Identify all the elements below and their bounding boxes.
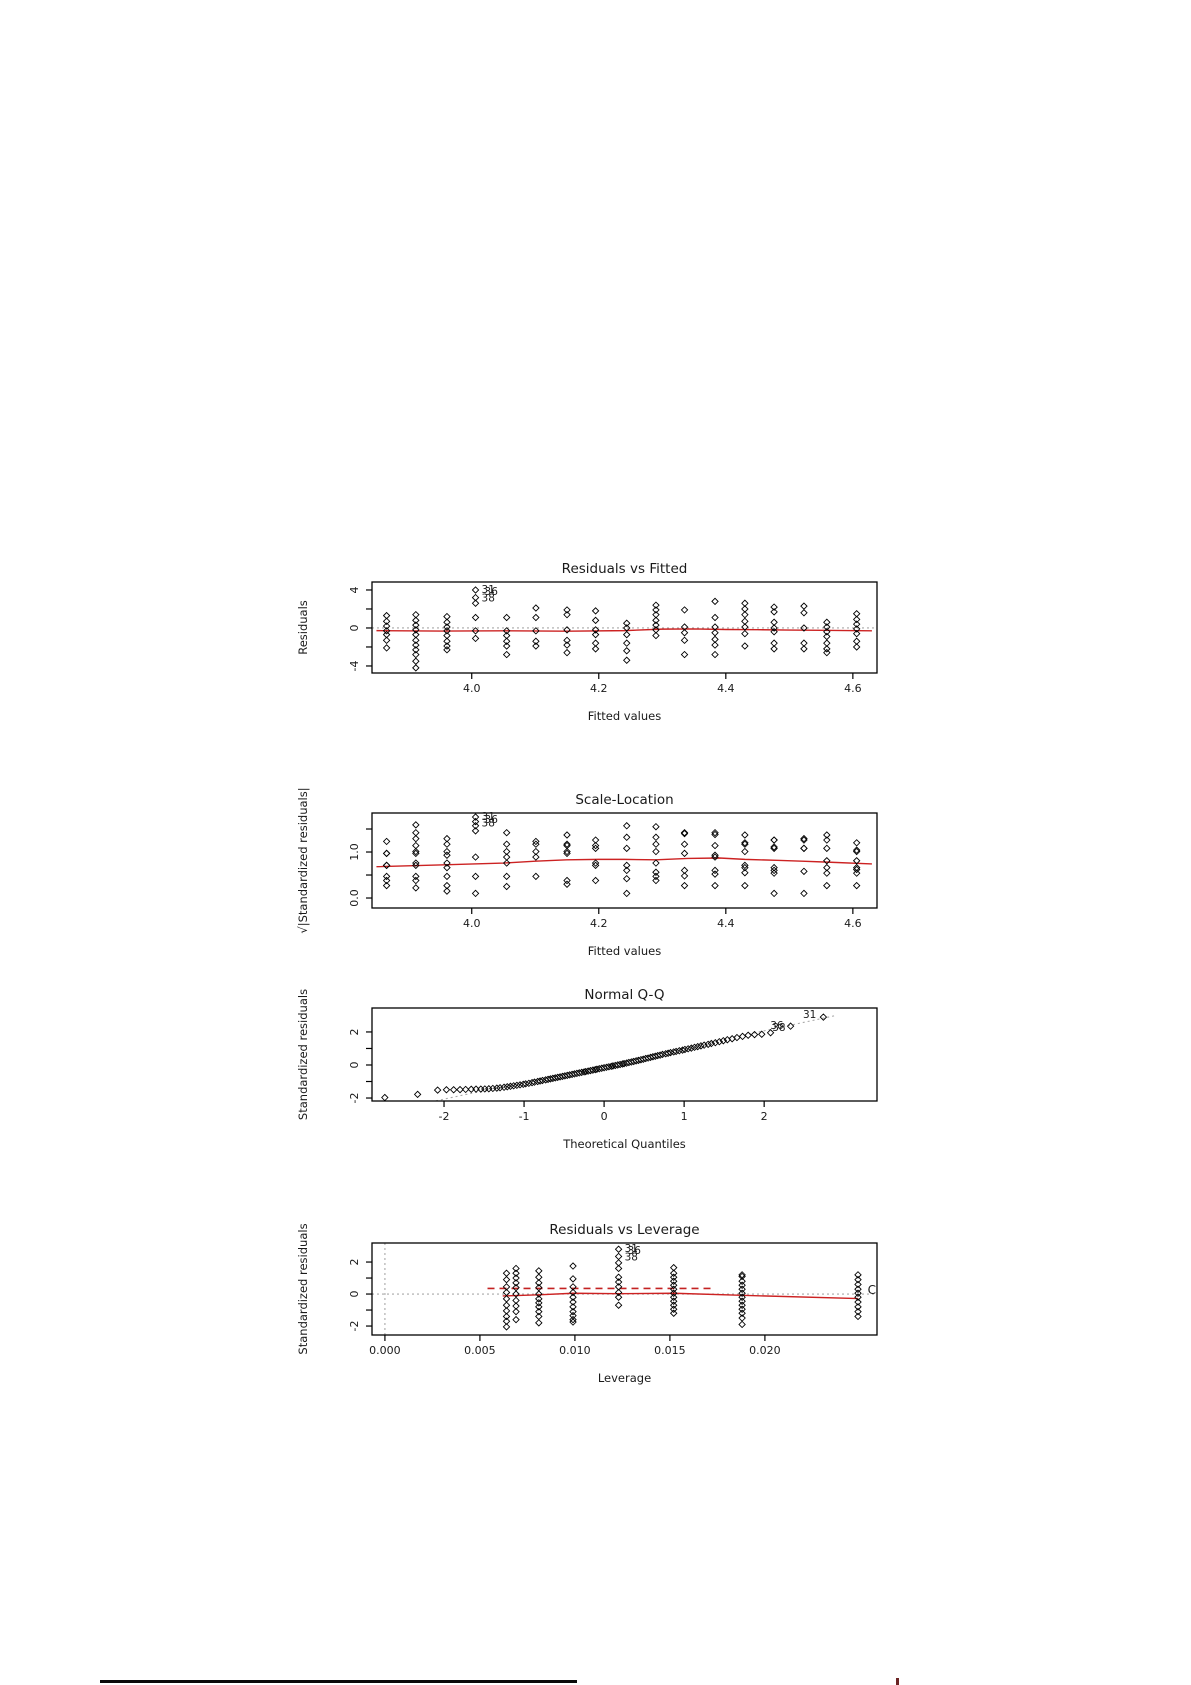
svg-text:0.005: 0.005	[464, 1344, 496, 1357]
residuals-vs-leverage-panel-border	[371, 1242, 878, 1336]
residuals-vs-leverage-xlabel: Leverage	[598, 1371, 651, 1385]
scale-location-label-36: 36	[485, 814, 499, 826]
svg-text:4: 4	[348, 586, 361, 593]
svg-text:-2: -2	[348, 1093, 361, 1104]
normal-qq-ylabel: Standardized residuals	[296, 989, 310, 1120]
scale-location-panel-border	[371, 812, 878, 909]
residuals-vs-leverage-ylabel: Standardized residuals	[296, 1223, 310, 1354]
normal-qq-label-36: 36	[770, 1020, 784, 1032]
svg-text:2: 2	[348, 1028, 361, 1035]
residuals-vs-fitted-title: Residuals vs Fitted	[562, 561, 688, 577]
page-bottom-cursor-tick	[896, 1678, 899, 1685]
svg-text:4.6: 4.6	[844, 917, 862, 930]
svg-text:4.4: 4.4	[717, 917, 735, 930]
residuals-vs-leverage-plot: 0.000 0.005 0.010 0.015 0.020 -2 0 2 Residuals v…	[296, 1222, 878, 1385]
normal-qq-plot: -2 -1 0 1 2 -2 0 2 Normal Q-Q Theoretical Quantil…	[296, 987, 878, 1151]
svg-text:1.0: 1.0	[348, 843, 361, 861]
normal-qq-title: Normal Q-Q	[584, 987, 664, 1003]
residuals-vs-fitted-xlabel: Fitted values	[588, 709, 661, 723]
residuals-vs-leverage-label-31: 31	[625, 1243, 638, 1255]
normal-qq-xlabel: Theoretical Quantiles	[562, 1137, 686, 1151]
residuals-vs-leverage-title: Residuals vs Leverage	[549, 1222, 699, 1238]
svg-text:4.0: 4.0	[463, 682, 481, 695]
svg-text:0: 0	[348, 624, 361, 631]
residuals-vs-fitted-label-38: 38	[482, 593, 495, 605]
svg-text:0: 0	[348, 1061, 361, 1068]
svg-text:-2: -2	[439, 1110, 450, 1123]
residuals-vs-fitted-plot: 4.0 4.2 4.4 4.6 -4 0 4 Residuals vs Fitted Fitte…	[296, 561, 878, 723]
svg-text:2: 2	[348, 1259, 361, 1266]
normal-qq-label-31: 31	[803, 1009, 816, 1021]
scale-location-label-38: 38	[482, 818, 495, 830]
svg-text:0: 0	[601, 1110, 608, 1123]
svg-text:4.0: 4.0	[463, 917, 481, 930]
svg-text:4.6: 4.6	[844, 682, 862, 695]
svg-text:-1: -1	[519, 1110, 530, 1123]
svg-text:4.2: 4.2	[590, 917, 608, 930]
svg-text:0.0: 0.0	[348, 889, 361, 907]
residuals-vs-leverage-smooth-line	[502, 1292, 859, 1300]
residuals-vs-fitted-label-31: 31	[482, 584, 495, 596]
residuals-vs-fitted-label-36: 36	[485, 586, 499, 598]
normal-qq-points	[381, 1013, 828, 1102]
residuals-vs-leverage-points	[502, 1245, 862, 1331]
residuals-vs-leverage-label-38: 38	[625, 1251, 638, 1263]
svg-text:1: 1	[681, 1110, 688, 1123]
scale-location-points	[382, 813, 861, 898]
svg-text:2: 2	[761, 1110, 768, 1123]
normal-qq-panel-border	[371, 1007, 878, 1102]
residuals-vs-fitted-ylabel: Residuals	[296, 600, 310, 655]
residuals-vs-leverage-label-C: C	[868, 1283, 876, 1297]
svg-text:0.010: 0.010	[559, 1344, 591, 1357]
svg-text:0.000: 0.000	[369, 1344, 401, 1357]
page-bottom-rule	[100, 1680, 577, 1683]
residuals-vs-fitted-smooth-line	[376, 628, 872, 632]
scale-location-xlabel: Fitted values	[588, 944, 661, 958]
scale-location-ylabel: √|Standardized residuals|	[296, 787, 310, 933]
scale-location-label-31: 31	[482, 811, 495, 823]
scale-location-title: Scale-Location	[575, 792, 673, 808]
svg-text:-4: -4	[348, 660, 361, 671]
svg-text:0.015: 0.015	[654, 1344, 686, 1357]
svg-text:-2: -2	[348, 1321, 361, 1332]
svg-text:4.2: 4.2	[590, 682, 608, 695]
svg-text:0.020: 0.020	[749, 1344, 781, 1357]
normal-qq-label-38: 38	[772, 1022, 785, 1034]
residuals-vs-fitted-points	[382, 586, 861, 672]
residuals-vs-leverage-label-36: 36	[628, 1245, 642, 1257]
svg-text:4.4: 4.4	[717, 682, 735, 695]
svg-text:0: 0	[348, 1291, 361, 1298]
scale-location-plot: 4.0 4.2 4.4 4.6 0.0 1.0 Scale-Location Fitted v…	[296, 787, 878, 958]
